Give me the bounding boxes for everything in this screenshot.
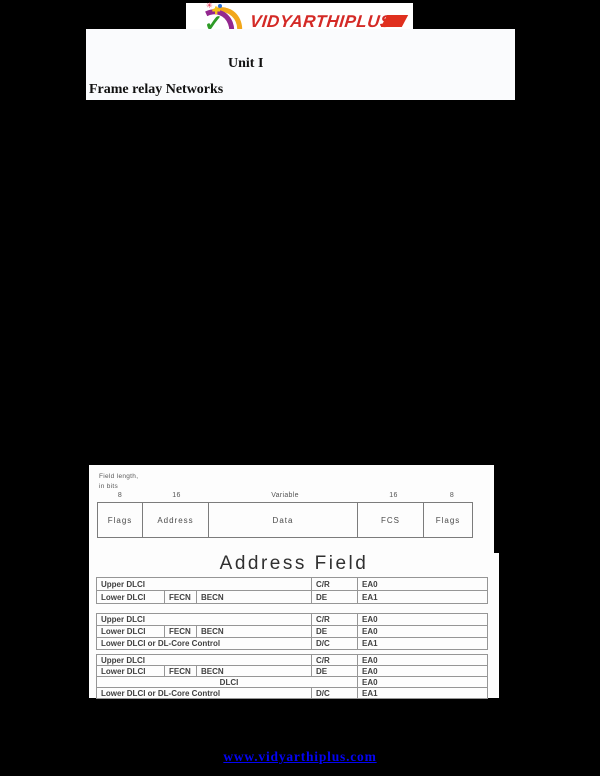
address-field-section: Address Field Upper DLCI C/R EA0 Lower D… xyxy=(89,553,499,699)
frame-field-data: Data xyxy=(208,502,358,538)
address-table-3byte: Upper DLCI C/R EA0 Lower DLCI FECN BECN … xyxy=(95,613,489,650)
cross-icon: ✚ xyxy=(212,6,221,17)
table-row: DLCI EA0 xyxy=(95,676,489,688)
heading-block: Unit I Frame relay Networks xyxy=(86,29,515,100)
bit-length-labels: 8 16 Variable 16 8 xyxy=(97,492,477,499)
table-row: Upper DLCI C/R EA0 xyxy=(95,613,489,626)
bit-label: 8 xyxy=(117,492,123,499)
bit-label: 8 xyxy=(449,492,455,499)
address-table-4byte: Upper DLCI C/R EA0 Lower DLCI FECN BECN … xyxy=(95,654,489,699)
bit-label: 16 xyxy=(172,492,181,499)
frame-field-flags: Flags xyxy=(97,502,143,538)
footer: www.vidyarthiplus.com xyxy=(0,748,600,766)
table-row: Lower DLCI FECN BECN DE EA1 xyxy=(96,590,489,604)
bit-label: Variable xyxy=(271,492,299,499)
frame-fields-row: Flags Address Data FCS Flags xyxy=(97,502,477,538)
table-row: Lower DLCI FECN BECN DE EA0 xyxy=(96,665,489,677)
bit-label: 16 xyxy=(389,492,398,499)
table-row: Upper DLCI C/R EA0 xyxy=(95,654,489,666)
vidyarthiplus-link[interactable]: www.vidyarthiplus.com xyxy=(223,749,377,764)
table-row: Lower DLCI or DL-Core Control D/C EA1 xyxy=(95,687,489,699)
blue-dot-icon xyxy=(218,4,222,8)
table-row: Upper DLCI C/R EA0 xyxy=(95,577,489,591)
frame-structure-diagram: Field length, in bits 8 16 Variable 16 8… xyxy=(89,465,494,553)
frame-field-fcs: FCS xyxy=(357,502,424,538)
address-field-title: Address Field xyxy=(219,553,369,574)
table-row: Lower DLCI or DL-Core Control D/C EA1 xyxy=(95,637,489,650)
red-arrow-icon xyxy=(380,15,409,27)
field-length-caption: Field length, in bits xyxy=(99,473,139,490)
unit-heading: Unit I xyxy=(228,56,264,71)
spark-icon: ✳ xyxy=(206,1,213,10)
address-table-2byte: Upper DLCI C/R EA0 Lower DLCI FECN BECN … xyxy=(95,577,489,604)
page-title: Frame relay Networks xyxy=(89,82,224,97)
frame-field-flags: Flags xyxy=(423,502,473,538)
table-row: Lower DLCI FECN BECN DE EA0 xyxy=(96,625,489,638)
frame-field-address: Address xyxy=(142,502,209,538)
checkmark-icon: ✓ xyxy=(204,10,224,36)
